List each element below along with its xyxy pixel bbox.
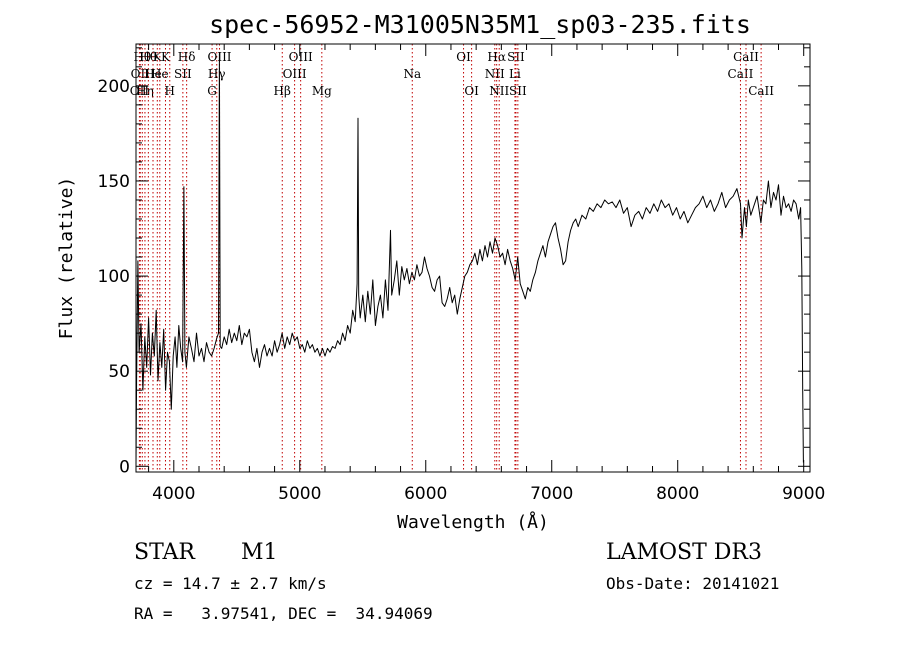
line-marker-label: OIII	[283, 67, 307, 81]
x-axis-label: Wavelength (Å)	[397, 511, 549, 533]
coordinates-label: RA = 3.97541, DEC = 34.94069	[134, 604, 433, 623]
line-marker-label: Li	[509, 67, 521, 81]
spectrum-series	[135, 53, 804, 467]
line-marker-label: Hη	[136, 84, 154, 98]
line-marker-label: G	[207, 84, 217, 98]
line-marker-label: SII	[507, 50, 525, 64]
x-tick-label: 6000	[404, 484, 447, 504]
line-marker-label: CaII	[728, 67, 754, 81]
line-marker-label: Hθ	[133, 50, 151, 64]
line-marker-label: OI	[464, 84, 479, 98]
line-marker-label: K	[153, 50, 163, 64]
chart-title: spec-56952-M31005N35M1_sp03-235.fits	[209, 10, 751, 39]
y-tick-label: 0	[119, 457, 130, 477]
subclass-label: M1	[241, 540, 278, 565]
line-marker-label: OII	[130, 84, 150, 98]
x-tick-label: 9000	[782, 484, 825, 504]
plot-frame	[135, 43, 811, 473]
line-marker-label: OI	[456, 50, 471, 64]
survey-label: LAMOST DR3	[606, 540, 762, 565]
line-marker-label: Hδ	[178, 50, 196, 64]
line-marker-label: NII	[489, 84, 509, 98]
y-tick-label: 150	[98, 172, 130, 192]
emission-line-markers: OIIOIIHθHηHθHeKHeKHSIIHδGHγOIIIHβOIIIOII…	[130, 44, 774, 472]
x-tick-label: 8000	[656, 484, 699, 504]
obs-date-label: Obs-Date: 20141021	[606, 574, 780, 593]
x-tick-label: 4000	[152, 484, 195, 504]
line-marker-label: OIII	[289, 50, 313, 64]
class-label: STAR	[134, 540, 195, 565]
line-marker-label: Hβ	[274, 84, 291, 98]
line-marker-label: NII	[485, 67, 505, 81]
y-tick-label: 50	[108, 362, 130, 382]
spectrum-line	[135, 53, 804, 467]
x-tick-label: 5000	[278, 484, 321, 504]
line-marker-label: H	[165, 84, 175, 98]
line-marker-label: SII	[509, 84, 527, 98]
y-tick-label: 100	[98, 267, 130, 287]
line-marker-label: CaII	[748, 84, 774, 98]
redshift-label: cz = 14.7 ± 2.7 km/s	[134, 574, 327, 593]
x-tick-label: 7000	[530, 484, 573, 504]
line-marker-label: Hγ	[208, 67, 226, 81]
x-axis-ticks: 4000 5000 6000 7000 8000 9000	[148, 44, 825, 504]
y-axis-label: Flux (relative)	[56, 177, 77, 340]
line-marker-label: He	[151, 67, 169, 81]
line-marker-label: Na	[403, 67, 421, 81]
y-tick-label: 200	[98, 77, 130, 97]
y-axis-ticks: 0 50 100 150 200	[98, 47, 810, 477]
line-marker-label: CaII	[733, 50, 759, 64]
line-marker-label: SII	[174, 67, 192, 81]
line-marker-label: Mg	[312, 84, 332, 98]
line-marker-label: K	[161, 50, 171, 64]
line-marker-label: Hα	[487, 50, 506, 64]
